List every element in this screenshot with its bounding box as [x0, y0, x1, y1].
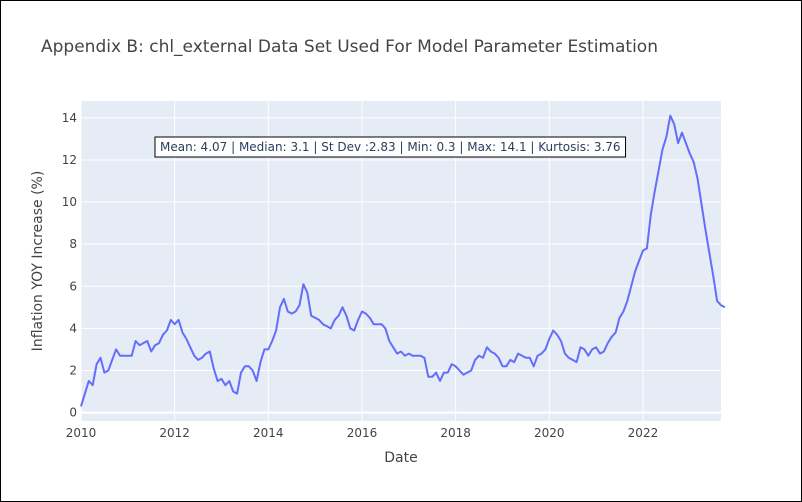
y-tick-labels: 0 2 4 6 8 10 12 14 — [62, 111, 77, 420]
y-tick-label: 6 — [69, 279, 77, 293]
x-tick-label: 2014 — [253, 426, 284, 440]
x-tick-label: 2012 — [159, 426, 190, 440]
grid-lines — [80, 101, 721, 421]
annotation-box — [154, 136, 627, 158]
y-tick-label: 4 — [69, 321, 77, 335]
chart-title: Appendix B: chl_external Data Set Used F… — [41, 37, 658, 57]
x-tick-label: 2020 — [534, 426, 565, 440]
x-tick-label: 2018 — [440, 426, 471, 440]
y-tick-label: 2 — [69, 363, 77, 377]
series-line — [80, 114, 726, 407]
annotation-text: Mean: 4.07 | Median: 3.1 | St Dev :2.83 … — [160, 140, 621, 154]
y-tick-label: 8 — [69, 237, 77, 251]
x-tick-label: 2022 — [628, 426, 659, 440]
x-tick-labels: 2010 2012 2014 2016 2018 2020 2022 — [66, 426, 658, 440]
y-axis-title: Inflation YOY Increase (%) — [30, 171, 46, 352]
x-tick-label: 2016 — [347, 426, 378, 440]
y-tick-label: 14 — [62, 111, 77, 125]
y-tick-label: 0 — [69, 406, 77, 420]
y-tick-label: 12 — [62, 153, 77, 167]
y-tick-label: 10 — [62, 195, 77, 209]
x-tick-label: 2010 — [66, 426, 97, 440]
x-axis-title: Date — [384, 450, 417, 466]
stats-annotation: Mean: 4.07 | Median: 3.1 | St Dev :2.83 … — [154, 136, 627, 158]
